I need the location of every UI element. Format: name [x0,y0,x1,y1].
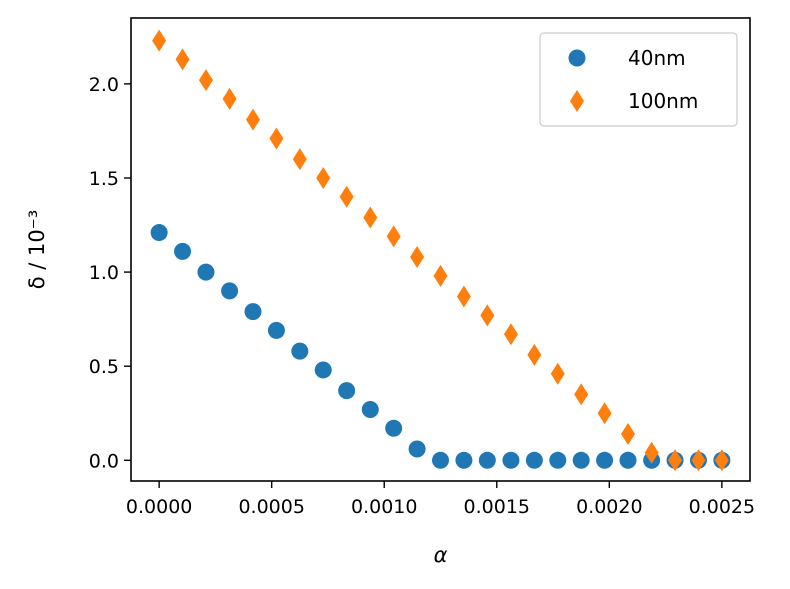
legend-marker-40nm [568,49,586,67]
x-tick-label: 0.0000 [126,496,192,518]
data-point [267,321,285,339]
data-point [174,242,192,260]
data-point [596,451,614,469]
x-tick-label: 0.0020 [576,496,642,518]
legend: 40nm 100nm [539,32,738,127]
y-tick-label: 1.0 [89,262,119,284]
data-point [244,303,262,321]
x-axis-label: α [434,543,448,567]
legend-box [539,32,738,127]
data-point [572,451,590,469]
y-tick-label: 2.0 [89,74,119,96]
data-point [339,185,354,208]
data-point [574,383,589,406]
data-point [245,108,260,131]
data-point [597,402,612,425]
data-point [269,127,284,150]
x-tick-label: 0.0025 [689,496,755,518]
data-point [480,304,495,327]
data-point [150,224,168,242]
y-axis-label: δ / 10⁻³ [25,210,49,290]
data-point [386,225,401,248]
data-point [175,48,190,71]
data-point [432,451,449,469]
legend-label: 40nm [628,46,686,70]
data-point [549,451,567,469]
y-tick-label: 1.5 [89,168,119,190]
data-point [197,263,215,281]
data-point [691,449,706,472]
data-point [291,342,309,360]
data-point [433,264,448,287]
data-point [314,361,332,379]
data-point [527,343,542,366]
data-point [619,451,637,469]
data-point [456,285,471,308]
data-point [222,87,237,110]
x-tick-label: 0.0005 [238,496,304,518]
y-tick-label: 0.0 [89,450,119,472]
data-point [550,362,565,385]
data-point [221,282,239,300]
legend-marker-100nm [570,90,584,112]
data-point [316,166,331,189]
data-point [621,422,636,445]
series-40nm [150,224,731,469]
data-point [503,323,518,346]
data-point [363,206,378,229]
data-point [502,451,520,469]
data-point [338,382,356,400]
data-point [408,440,426,458]
data-point [292,148,307,171]
data-point [525,451,543,469]
data-point [478,451,496,469]
x-tick-label: 0.0015 [464,496,530,518]
legend-label: 100nm [628,89,698,113]
plot-frame [130,17,751,482]
data-point [714,449,729,472]
y-axis: 0.0 0.5 1.0 1.5 2.0 [89,74,131,472]
data-point [644,441,659,464]
plot-marks [150,29,731,472]
series-100nm [152,29,729,472]
data-point [198,69,213,92]
x-tick-label: 0.0010 [351,496,417,518]
data-point [385,419,403,437]
data-point [668,449,683,472]
data-point [455,451,473,469]
data-point [152,29,167,52]
y-tick-label: 0.5 [89,356,119,378]
data-point [361,400,379,418]
x-axis: 0.0000 0.0005 0.0010 0.0015 0.0020 0.0025 [126,481,755,518]
data-point [410,246,425,269]
